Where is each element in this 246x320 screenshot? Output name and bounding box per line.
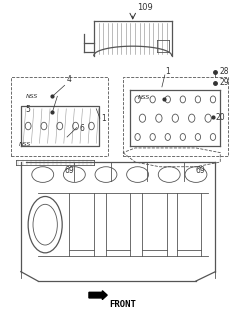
Text: 28: 28 (219, 67, 229, 76)
Text: NSS: NSS (138, 95, 150, 100)
Text: 69: 69 (196, 166, 206, 175)
Text: 4: 4 (67, 75, 72, 84)
Text: 1: 1 (101, 114, 106, 123)
Text: 6: 6 (79, 124, 84, 133)
Text: 5: 5 (26, 105, 31, 114)
Text: 29: 29 (219, 78, 229, 87)
Text: 109: 109 (138, 3, 153, 12)
Bar (123, 77, 228, 156)
FancyArrow shape (89, 291, 107, 300)
Text: NSS: NSS (18, 142, 31, 148)
Text: 20: 20 (215, 113, 225, 122)
Text: 69: 69 (65, 166, 74, 175)
Text: FRONT: FRONT (109, 300, 137, 309)
Text: 1: 1 (166, 67, 170, 76)
Text: NSS: NSS (26, 94, 38, 99)
Bar (11, 77, 108, 156)
